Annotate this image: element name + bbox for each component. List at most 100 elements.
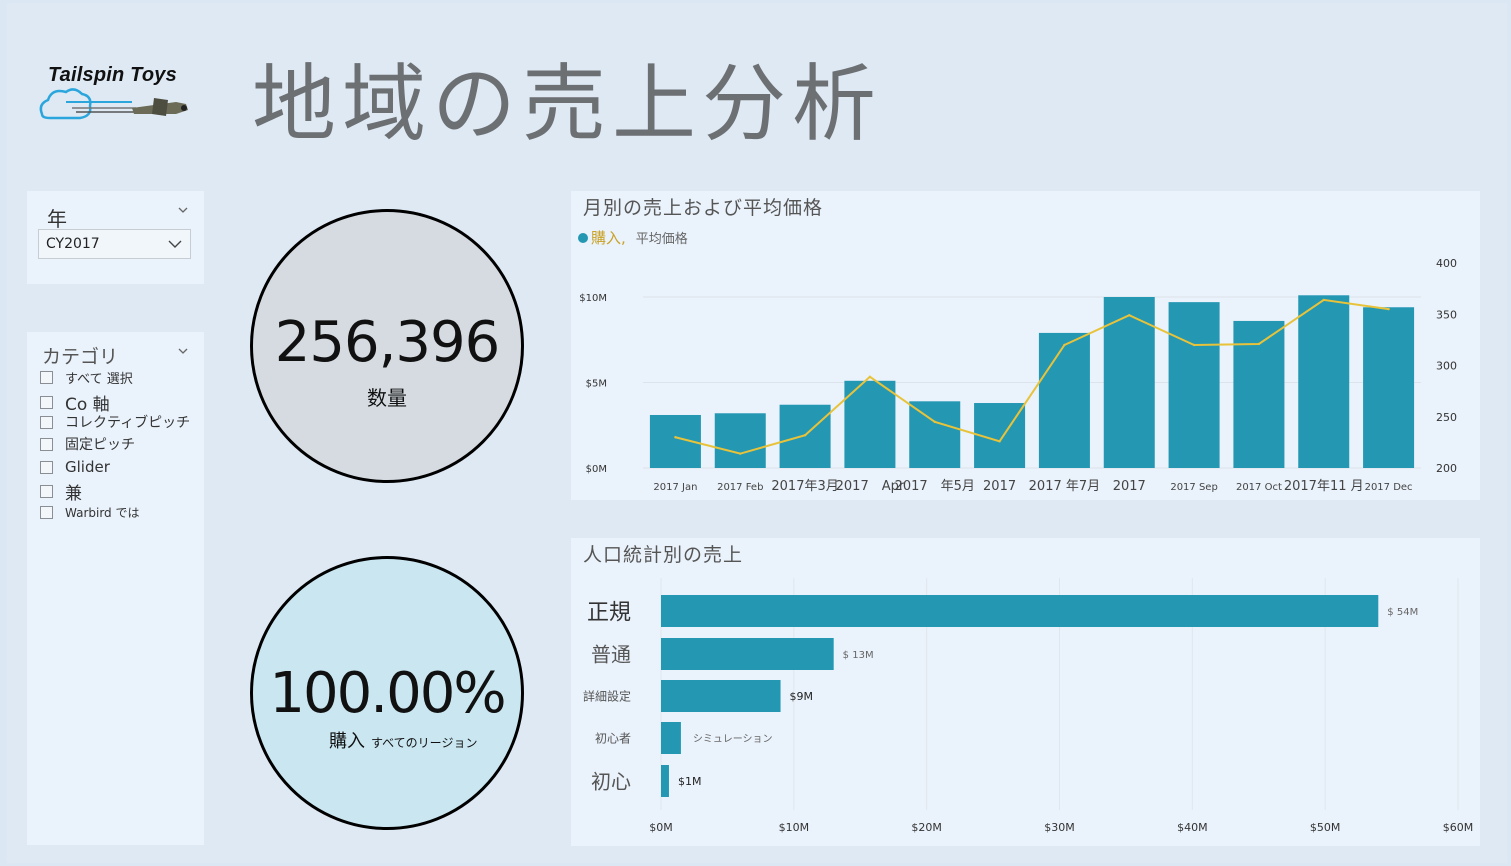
category-checkbox[interactable] (40, 438, 53, 451)
line-point (739, 452, 741, 454)
year-slicer-title: 年 (47, 203, 67, 232)
line-point (869, 376, 871, 378)
y-right-tick-label: 250 (1436, 411, 1457, 424)
quantity-kpi-card: 256,396 数量 (250, 209, 524, 483)
category-label: 正規 (587, 600, 631, 625)
quantity-label: 数量 (253, 382, 521, 411)
chevron-down-icon[interactable] (178, 205, 188, 215)
bar (1298, 295, 1349, 468)
y-right-tick-label: 350 (1436, 308, 1457, 321)
purchase-sublabel: すべてのリージョン (371, 736, 477, 750)
year-dropdown-value: CY2017 (46, 236, 100, 252)
x-tick-label: $30M (1044, 821, 1075, 834)
line-point (674, 436, 676, 438)
line-point (1063, 344, 1065, 346)
category-item[interactable]: Warbird では (40, 502, 140, 522)
y-left-tick-label: $0M (586, 464, 607, 475)
line-point (998, 440, 1000, 442)
line-point (1258, 343, 1260, 345)
category-label: 詳細設定 (583, 689, 631, 704)
line-point (1193, 344, 1195, 346)
category-item[interactable]: すべて 選択 (40, 367, 133, 387)
tailspin-toys-logo: Tailspin Toys (36, 64, 196, 128)
data-label: $1M (678, 775, 702, 788)
category-item-label: Co 軸 (65, 390, 110, 415)
bar (1363, 307, 1414, 468)
x-tick-label: $40M (1177, 821, 1208, 834)
demographic-chart-plot: $0M $10M $20M $30M $40M $50M $60M 正規 $ 54M 普通 $ 13… (571, 538, 1480, 846)
line-point (1128, 314, 1130, 316)
category-item-label: Glider (65, 458, 110, 476)
category-item[interactable]: コレクティブピッチ (40, 412, 190, 432)
x-tick-label: $10M (779, 821, 810, 834)
bar (661, 765, 669, 797)
y-left-tick-label: $5M (586, 379, 607, 390)
category-label: 初心者 (595, 732, 631, 746)
category-checkbox[interactable] (40, 371, 53, 384)
bar (661, 638, 834, 670)
x-tick-label: 2017 Jan (653, 482, 697, 493)
x-tick-label: 2017 (983, 479, 1016, 494)
line-point (804, 434, 806, 436)
year-dropdown[interactable]: CY2017 (38, 229, 191, 259)
bar (661, 722, 681, 754)
line-point (1387, 308, 1389, 310)
chevron-down-icon[interactable] (178, 346, 188, 356)
category-checkbox[interactable] (40, 506, 53, 519)
line-point (934, 421, 936, 423)
bar (1169, 302, 1220, 468)
x-tick-label: 2017 Dec (1365, 482, 1413, 493)
category-label: 初心 (591, 770, 631, 794)
category-item[interactable]: 兼 (40, 481, 82, 501)
purchase-kpi-card: 100.00% 購入 すべてのリージョン (250, 556, 524, 830)
bar (661, 680, 781, 712)
x-tick-label: $50M (1310, 821, 1341, 834)
x-tick-label: 2017 (1113, 479, 1146, 494)
purchase-value: 100.00% (253, 661, 521, 726)
x-tick-label: 2017 Oct (1236, 482, 1282, 493)
data-label: $ 54M (1387, 607, 1418, 618)
category-item-label: 兼 (65, 479, 82, 504)
category-item[interactable]: Co 軸 (40, 392, 110, 412)
line-point (1323, 299, 1325, 301)
x-tick-label: 2017 Sep (1170, 482, 1217, 493)
quantity-value: 256,396 (253, 310, 521, 375)
x-tick-label: 2017 年7月 (1029, 479, 1101, 494)
x-tick-label: $60M (1443, 821, 1474, 834)
bar (1039, 333, 1090, 468)
x-tick-label: 2017 年5月 (895, 479, 975, 494)
y-right-tick-label: 200 (1436, 462, 1457, 475)
airplane-logo-icon (36, 64, 196, 128)
purchase-label-row: 購入 すべてのリージョン (329, 727, 477, 753)
data-label: $ 13M (843, 650, 874, 661)
category-item-label: Warbird では (65, 504, 140, 521)
category-slicer-title: カテゴリ (42, 342, 118, 369)
category-checkbox[interactable] (40, 416, 53, 429)
x-tick-label: 2017年11 月 (1284, 479, 1364, 494)
x-tick-label: 2017年3月 (771, 479, 838, 494)
purchase-label: 購入 (329, 731, 365, 752)
category-item-label: コレクティブピッチ (65, 412, 190, 432)
monthly-chart-plot: $0M$5M$10M2002503003504002017 Jan 2017 Fe… (571, 191, 1480, 500)
category-item-label: 固定ピッチ (65, 434, 135, 454)
bar (909, 401, 960, 468)
demographic-sales-chart[interactable]: 人口統計別の売上 $0M $10M $20M $30M $40M $50M $60M 正規 $ … (571, 538, 1480, 846)
x-tick-label: 2017 Feb (717, 482, 763, 493)
category-item[interactable]: 固定ピッチ (40, 434, 135, 454)
category-checkbox[interactable] (40, 396, 53, 409)
bar (715, 413, 766, 468)
data-label: シミュレーション (693, 734, 773, 745)
monthly-sales-chart[interactable]: 月別の売上および平均価格 購入, 平均価格 $0M $5M $10M 200 250 30… (571, 191, 1480, 500)
category-checkbox[interactable] (40, 485, 53, 498)
category-item[interactable]: Glider (40, 457, 110, 477)
category-item-label: すべて 選択 (65, 368, 133, 387)
category-label: 普通 (591, 643, 631, 667)
year-slicer: 年 CY2017 (27, 191, 204, 284)
x-tick-label: $0M (649, 821, 673, 834)
category-checkbox[interactable] (40, 461, 53, 474)
x-tick-label: $20M (911, 821, 942, 834)
category-slicer: カテゴリ すべて 選択 Co 軸コレクティブピッチ 固定ピッチ Glider 兼 Warb… (27, 332, 204, 845)
bar (661, 595, 1378, 627)
y-right-tick-label: 400 (1436, 257, 1457, 270)
data-label: $9M (790, 690, 814, 703)
